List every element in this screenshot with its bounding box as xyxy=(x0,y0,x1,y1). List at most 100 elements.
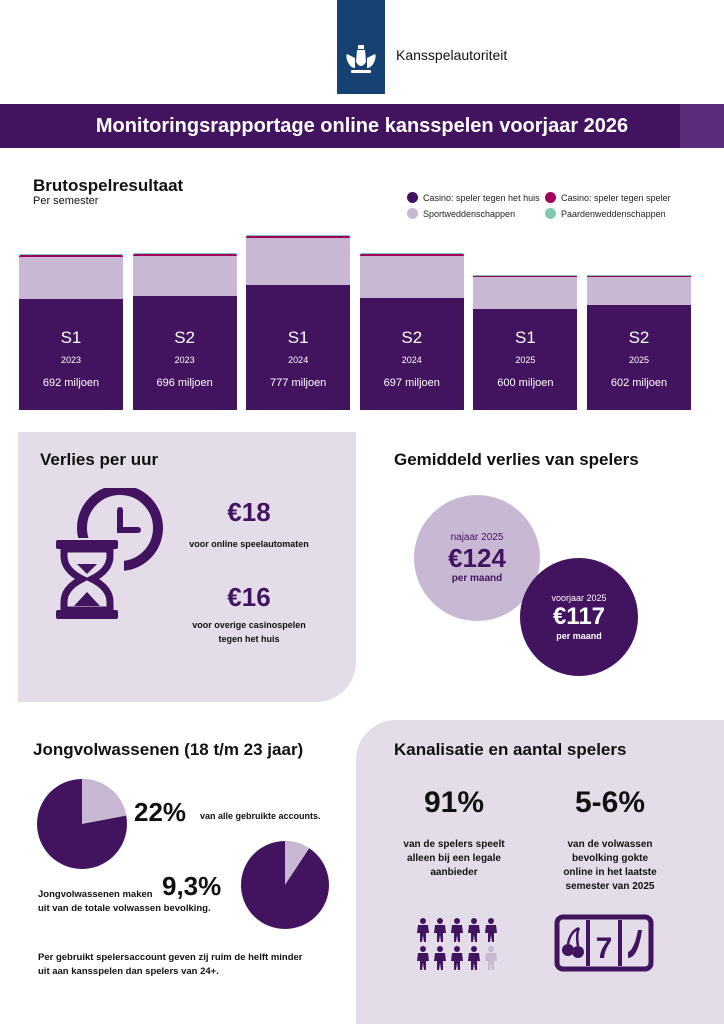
legend-item: Casino: speler tegen het huis xyxy=(407,192,540,203)
bar-column: S1 2025 600 miljoen xyxy=(473,0,578,410)
bar-segment xyxy=(246,285,351,410)
kanalisatie-left-line: aanbieder xyxy=(430,867,478,878)
kanalisatie-right-line: van de volwassen xyxy=(567,839,653,850)
bar-segment xyxy=(246,235,351,238)
person-icon xyxy=(417,946,429,970)
bruto-title: Brutospelresultaat xyxy=(33,176,184,195)
people-icon-grid xyxy=(416,918,500,970)
verlies-caption-1: voor online speelautomaten xyxy=(189,539,309,549)
legend-label: Paardenweddenschappen xyxy=(561,208,666,219)
bar-column: S1 2024 777 miljoen xyxy=(246,0,351,410)
bar-segment xyxy=(587,305,691,410)
legend-label: Casino: speler tegen het huis xyxy=(423,192,540,203)
kanalisatie-left-line: van de spelers speelt xyxy=(403,839,505,850)
circle-period: voorjaar 2025 xyxy=(551,593,607,603)
org-name: Kansspelautoriteit xyxy=(396,47,508,63)
slot-seven: 7 xyxy=(596,932,613,965)
circle-amount: €124 xyxy=(448,543,506,573)
person-icon xyxy=(451,946,463,970)
kanalisatie-left-line: alleen bij een legale xyxy=(407,853,501,864)
coat-of-arms-icon xyxy=(346,45,376,73)
legend-item: Casino: speler tegen speler xyxy=(545,192,671,203)
legend-label: Casino: speler tegen speler xyxy=(561,192,671,203)
bar-segment xyxy=(587,276,691,306)
bar-segment xyxy=(359,297,464,410)
bruto-subtitle: Per semester xyxy=(33,195,99,207)
circle-unit: per maand xyxy=(451,573,503,584)
bar-value-label: 777 miljoen xyxy=(270,377,327,389)
bar-column: S1 2023 692 miljoen xyxy=(19,0,123,410)
pie-slice xyxy=(82,779,127,824)
population-line-1: Jongvolwassenen maken xyxy=(38,889,153,900)
pie-population xyxy=(241,841,329,929)
bar-segment xyxy=(359,255,464,298)
bar-segment xyxy=(473,275,578,278)
circle-amount: €117 xyxy=(552,603,606,630)
person-icon xyxy=(434,946,446,970)
kanalisatie-right-line: bevolking gokte xyxy=(571,853,649,864)
accounts-pct: 22% xyxy=(134,797,187,827)
bar-segment xyxy=(359,253,464,256)
banner-accent xyxy=(680,104,724,148)
person-icon xyxy=(485,918,497,942)
hourglass-clock-icon xyxy=(52,485,172,633)
circle-voorjaar: voorjaar 2025 €117 per maand xyxy=(520,558,638,676)
kanalisatie-right-value: 5-6% xyxy=(574,786,646,819)
circle-period: najaar 2025 xyxy=(450,532,504,543)
verlies-amount-1: €18 xyxy=(227,497,271,527)
accounts-text: van alle gebruikte accounts. xyxy=(200,811,321,821)
bar-segment xyxy=(19,254,123,257)
slot-machine-icon: 7 xyxy=(554,914,654,977)
legend-dot xyxy=(407,208,418,219)
bar-semester-label: S1 xyxy=(287,328,309,347)
bar-segment xyxy=(473,309,578,410)
jong-note-line-2: uit aan kansspelen dan spelers van 24+. xyxy=(38,966,219,977)
verlies-title: Verlies per uur xyxy=(40,450,159,469)
legend-dot xyxy=(545,208,556,219)
bar-value-label: 696 miljoen xyxy=(156,377,213,389)
circle-unit: per maand xyxy=(556,631,602,641)
kanalisatie-right-line: semester van 2025 xyxy=(565,881,655,892)
bar-year-label: 2025 xyxy=(515,355,536,365)
bar-segment xyxy=(132,256,237,297)
bar-semester-label: S1 xyxy=(514,328,536,347)
bar-segment xyxy=(19,257,123,299)
bar-value-label: 697 miljoen xyxy=(383,377,440,389)
title-banner xyxy=(0,104,724,148)
person-icon xyxy=(451,918,463,942)
gemiddeld-title: Gemiddeld verlies van spelers xyxy=(394,450,639,469)
legend-item: Paardenweddenschappen xyxy=(545,208,666,219)
logo-emblem xyxy=(337,0,385,94)
person-icon xyxy=(468,918,480,942)
bar-value-label: 602 miljoen xyxy=(610,377,668,389)
verlies-caption-2b: tegen het huis xyxy=(218,634,280,644)
legend-dot xyxy=(545,192,556,203)
pie-slice xyxy=(285,841,310,885)
kanalisatie-right-line: online in het laatste xyxy=(563,867,657,878)
page-title: Monitoringsrapportage online kansspelen … xyxy=(95,115,629,137)
bar-year-label: 2023 xyxy=(174,355,195,365)
bar-column: S2 2024 697 miljoen xyxy=(359,0,464,410)
verlies-amount-2: €16 xyxy=(227,582,271,612)
bar-segment xyxy=(587,274,691,277)
bar-segment xyxy=(132,253,237,257)
jong-title: Jongvolwassenen (18 t/m 23 jaar) xyxy=(33,740,304,759)
kanalisatie-title: Kanalisatie en aantal spelers xyxy=(394,740,627,759)
bar-semester-label: S1 xyxy=(60,328,82,347)
population-line-2: uit van de totale volwassen bevolking. xyxy=(38,903,211,914)
bar-value-label: 600 miljoen xyxy=(497,377,554,389)
person-icon xyxy=(434,918,446,942)
bar-value-label: 692 miljoen xyxy=(42,377,100,389)
legend-label: Sportweddenschappen xyxy=(423,208,516,219)
kanalisatie-left-value: 91% xyxy=(423,786,485,819)
bar-column: S2 2023 696 miljoen xyxy=(132,0,237,410)
bar-column: S2 2025 602 miljoen xyxy=(587,0,691,410)
person-icon xyxy=(468,946,480,970)
bar-segment xyxy=(132,296,237,410)
bar-semester-label: S2 xyxy=(174,328,195,347)
bar-semester-label: S2 xyxy=(401,328,423,347)
circle-najaar: najaar 2025 €124 per maand xyxy=(414,495,540,621)
person-icon xyxy=(485,946,497,970)
population-pct: 9,3% xyxy=(162,871,222,901)
bar-year-label: 2023 xyxy=(60,355,82,365)
